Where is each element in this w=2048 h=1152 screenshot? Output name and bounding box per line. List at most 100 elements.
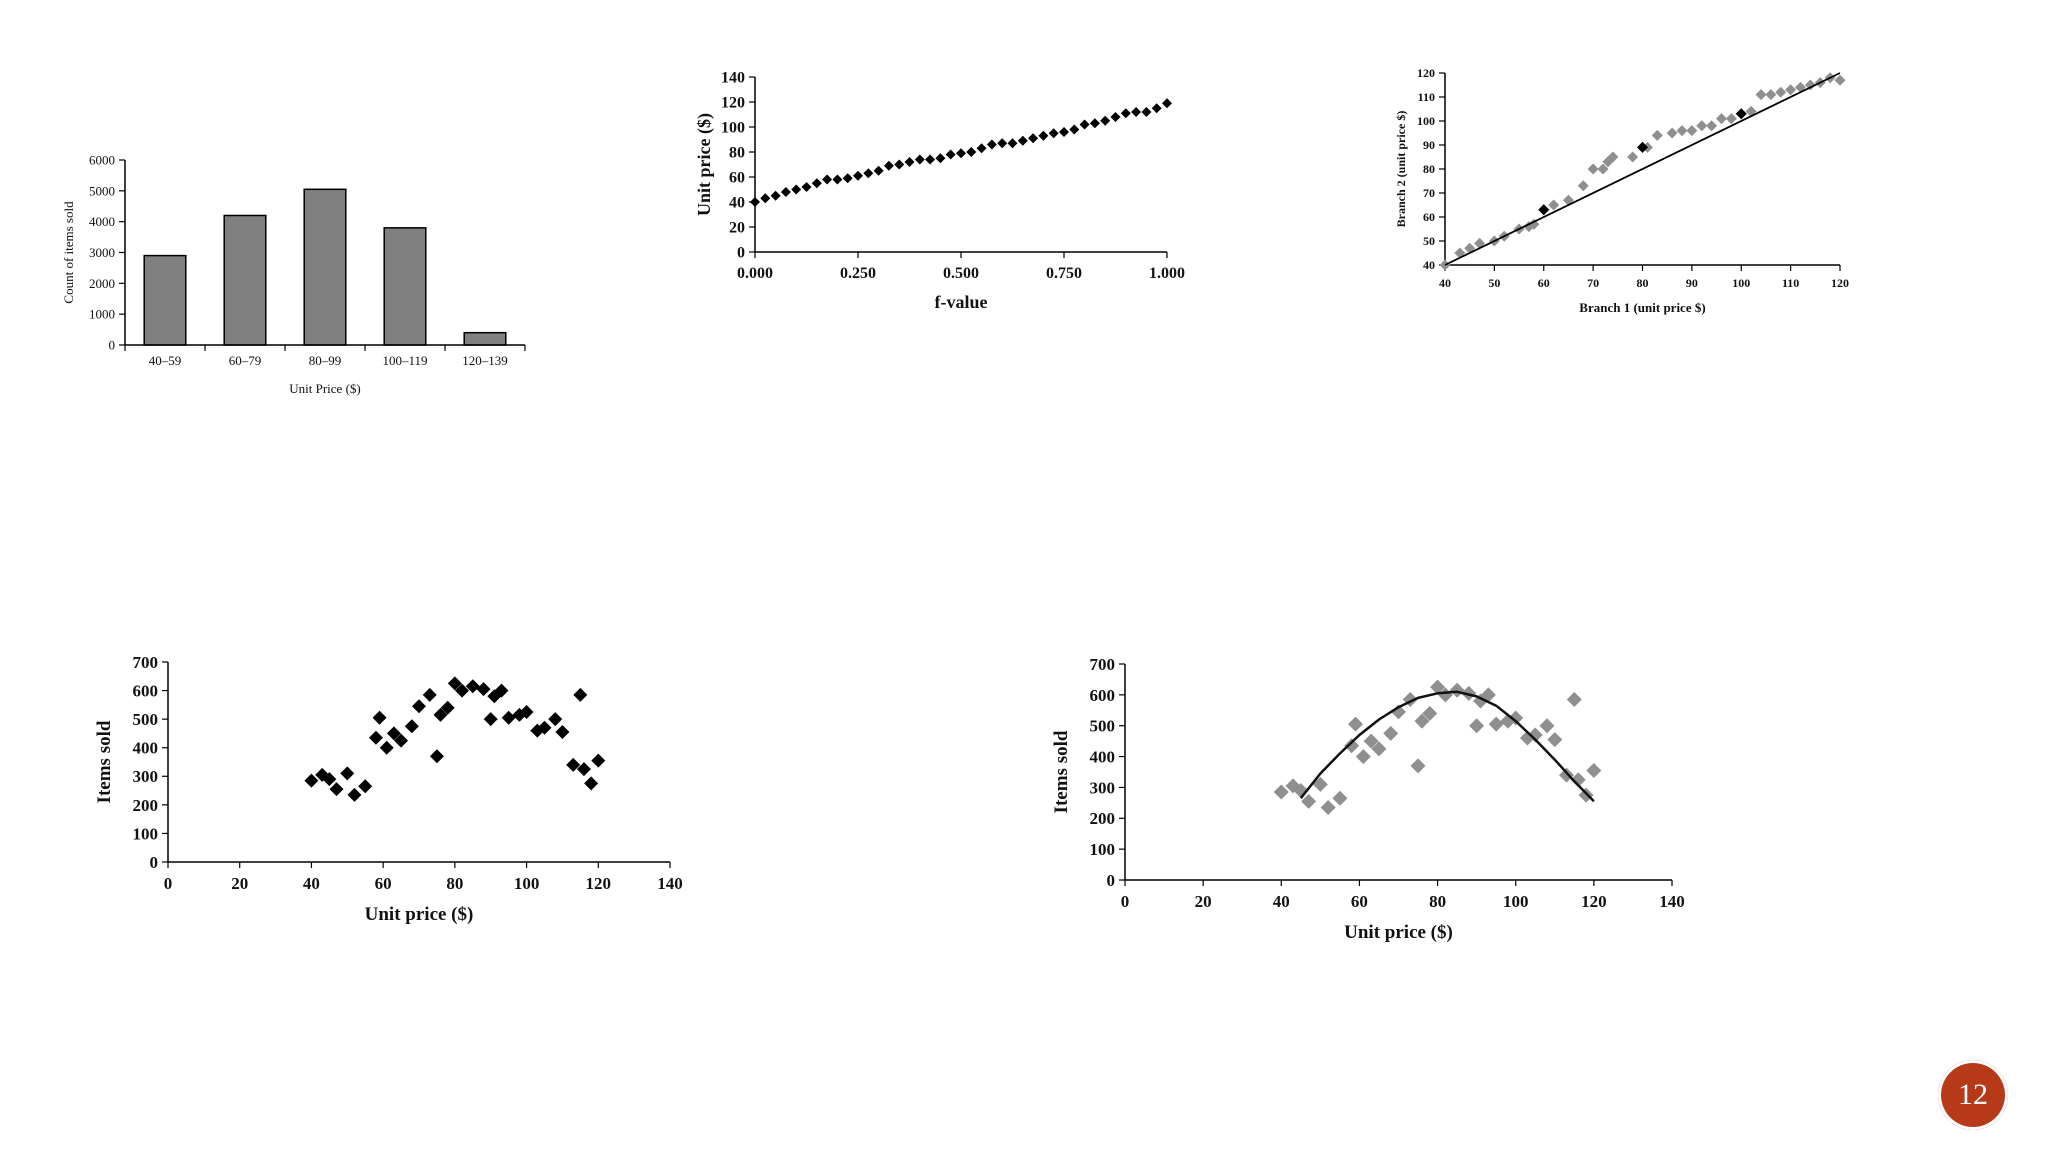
data-point [347, 787, 362, 802]
data-point [483, 712, 498, 727]
data-point [501, 710, 516, 725]
data-point [1363, 733, 1379, 749]
data-point [780, 187, 791, 197]
data-point [576, 762, 591, 777]
y-tick-label: 60 [1423, 210, 1435, 224]
x-tick-label: 100 [514, 874, 540, 893]
data-point [873, 165, 884, 176]
x-tick-label: 120 [1581, 892, 1607, 911]
x-tick-label: 60 [1538, 276, 1550, 290]
y-tick-label: 200 [1090, 809, 1116, 828]
data-point [811, 178, 822, 189]
y-axis-label: Items sold [94, 720, 115, 803]
data-point [1597, 163, 1609, 175]
x-tick-label: 80–99 [309, 353, 342, 368]
data-point [1437, 687, 1453, 703]
data-point [1273, 784, 1289, 800]
x-tick-label: 60 [375, 874, 392, 893]
data-point [412, 699, 426, 714]
bar [303, 188, 347, 346]
data-point [986, 139, 997, 150]
y-tick-label: 6000 [89, 153, 115, 168]
data-point [1038, 130, 1049, 141]
data-point [1469, 718, 1485, 734]
data-point [935, 153, 946, 164]
data-point [925, 154, 936, 165]
data-point [1449, 682, 1465, 698]
data-point [750, 197, 760, 207]
data-point [1312, 776, 1328, 792]
data-point [945, 149, 956, 160]
data-point [1500, 713, 1516, 729]
data-point [1344, 738, 1360, 754]
x-tick-label: 140 [1659, 892, 1685, 911]
data-point [315, 767, 330, 782]
x-tick-label: 120 [586, 874, 612, 893]
x-tick-label: 60–79 [229, 353, 262, 368]
data-point [455, 683, 470, 698]
data-point [329, 782, 344, 797]
data-point [1539, 718, 1555, 734]
y-tick-label: 0 [150, 853, 159, 872]
scatter-items-sold: 0 100 200 300 400 500 600 700 0 20 40 60 80 100 120 140… [94, 653, 683, 925]
data-point [1508, 710, 1524, 726]
y-tick-label: 700 [133, 653, 159, 672]
data-point [1320, 799, 1336, 815]
data-point [1162, 98, 1172, 109]
data-point [566, 757, 581, 772]
data-point [584, 776, 599, 791]
y-axis-label: Branch 2 (unit price $) [1394, 111, 1408, 228]
x-tick-label: 0.000 [737, 265, 773, 282]
data-point [904, 157, 915, 167]
data-point [1151, 103, 1162, 114]
data-point [1120, 108, 1131, 119]
data-point [1332, 790, 1348, 806]
data-point [494, 683, 509, 698]
data-point [822, 174, 833, 185]
data-point [1696, 120, 1708, 132]
data-point [1686, 125, 1698, 137]
x-tick-label: 120–139 [462, 353, 508, 368]
data-point [1755, 89, 1767, 101]
scatter-branch-comparison: 40 50 60 70 80 90 100 110 120 40 50 60 70 80 90 100 110 1… [1394, 66, 1849, 315]
data-point [1775, 86, 1787, 98]
y-tick-label: 110 [1418, 90, 1435, 104]
data-point [304, 773, 319, 788]
y-tick-label: 80 [729, 145, 745, 162]
data-point [863, 168, 874, 179]
x-axis-label: Unit Price ($) [289, 381, 360, 396]
data-point [429, 749, 444, 764]
data-point [1607, 151, 1619, 163]
data-point [1570, 772, 1586, 788]
data-point [433, 707, 448, 722]
fitted-curve [1299, 690, 1595, 803]
data-point [548, 712, 563, 727]
data-point [956, 148, 966, 159]
x-tick-label: 20 [1195, 892, 1212, 911]
data-point [358, 779, 373, 794]
data-point [1785, 84, 1797, 96]
x-tick-label: 1.000 [1149, 265, 1185, 282]
x-tick-label: 100–119 [382, 353, 427, 368]
data-point [1651, 129, 1663, 141]
x-tick-label: 50 [1488, 276, 1500, 290]
data-point [1430, 679, 1446, 695]
x-tick-label: 40 [303, 874, 320, 893]
highlight-point [1538, 204, 1550, 216]
data-point [1587, 163, 1599, 175]
y-tick-label: 4000 [89, 214, 115, 229]
x-tick-label: 80 [1429, 892, 1446, 911]
data-point [1028, 133, 1039, 144]
x-tick-label: 80 [1637, 276, 1649, 290]
x-tick-label: 100 [1732, 276, 1750, 290]
data-point [1627, 151, 1639, 163]
data-point [1547, 732, 1563, 748]
y-tick-label: 400 [1090, 748, 1116, 767]
x-axis-label: f-value [935, 292, 988, 312]
data-point [1676, 125, 1688, 137]
x-axis-label: Branch 1 (unit price $) [1579, 300, 1705, 315]
y-axis-label: Items sold [1051, 730, 1072, 813]
x-tick-label: 120 [1831, 276, 1849, 290]
data-point [386, 726, 401, 741]
data-point [368, 730, 383, 745]
